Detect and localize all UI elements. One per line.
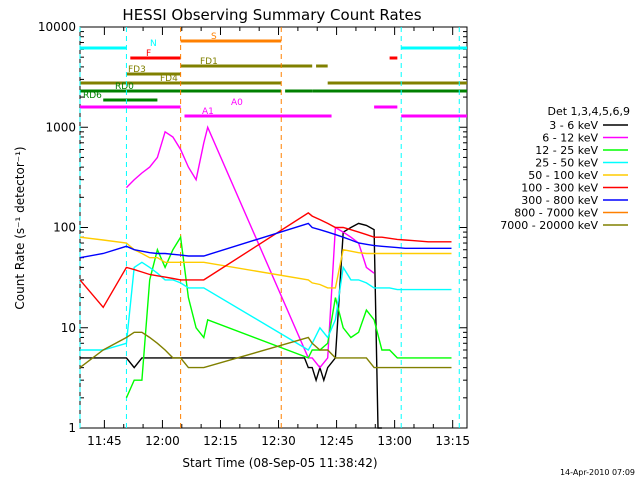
legend-label: 100 - 300 keV	[521, 182, 598, 195]
y-tick-label: 1000	[45, 120, 76, 134]
series-line	[125, 235, 452, 399]
series-line	[80, 261, 452, 351]
legend-label: 25 - 50 keV	[535, 157, 598, 170]
x-tick-label: 11:45	[87, 434, 122, 448]
state-bar-label: N	[150, 39, 157, 49]
x-tick-label: 12:00	[145, 434, 180, 448]
x-tick-label: 12:15	[203, 434, 238, 448]
legend-label: 800 - 7000 keV	[514, 207, 598, 220]
series-line	[80, 222, 382, 429]
state-bar-label: A1	[202, 107, 214, 117]
legend-label: 12 - 25 keV	[535, 144, 598, 157]
x-tick-label: 13:15	[435, 434, 470, 448]
legend-label: 50 - 100 keV	[528, 169, 598, 182]
series-line	[79, 212, 452, 309]
y-tick-label: 10	[61, 321, 76, 335]
legend-label: 300 - 800 keV	[521, 194, 598, 207]
vertical-markers	[79, 27, 460, 428]
legend-label: 7000 - 20000 keV	[500, 219, 598, 232]
legend-label: 6 - 12 keV	[542, 132, 598, 145]
state-bar-label: FD4	[160, 74, 178, 84]
state-bar-label: A0	[231, 98, 243, 108]
series-layer	[79, 125, 452, 429]
state-bar-label: FD1	[200, 57, 218, 67]
y-tick-label: 100	[53, 221, 76, 235]
legend-title: Det 1,3,4,5,6,9	[547, 105, 630, 118]
series-line	[125, 125, 375, 369]
x-tick-label: 12:30	[261, 434, 296, 448]
footer-date: 14-Apr-2010 07:09	[560, 468, 635, 477]
chart-title: HESSI Observing Summary Count Rates	[122, 6, 421, 24]
x-tick-label: 13:00	[377, 434, 412, 448]
legend-label: 3 - 6 keV	[549, 119, 598, 132]
x-axis-label: Start Time (08-Sep-05 11:38:42)	[182, 456, 377, 470]
y-tick-label: 10000	[38, 20, 76, 34]
y-axis-label: Count Rate (s⁻¹ detector⁻¹)	[13, 146, 27, 309]
x-tick-label: 12:45	[319, 434, 354, 448]
series-line	[79, 222, 452, 259]
state-bar-label: F	[146, 49, 151, 59]
state-bars: NF S FD1 FD3 FD4 RD0 RD6 A0 A1	[80, 32, 467, 118]
series-line	[79, 331, 452, 369]
state-bar-label: RD6	[83, 91, 102, 101]
x-axis: 11:45 12:00 12:15 12:30 12:45 13:00 13:15	[87, 27, 470, 448]
state-bar-label: FD3	[128, 65, 146, 75]
series-line	[79, 236, 452, 289]
state-bar-label: RD0	[115, 82, 134, 92]
y-tick-label: 1	[68, 421, 76, 435]
state-bar-label: S	[211, 32, 217, 42]
